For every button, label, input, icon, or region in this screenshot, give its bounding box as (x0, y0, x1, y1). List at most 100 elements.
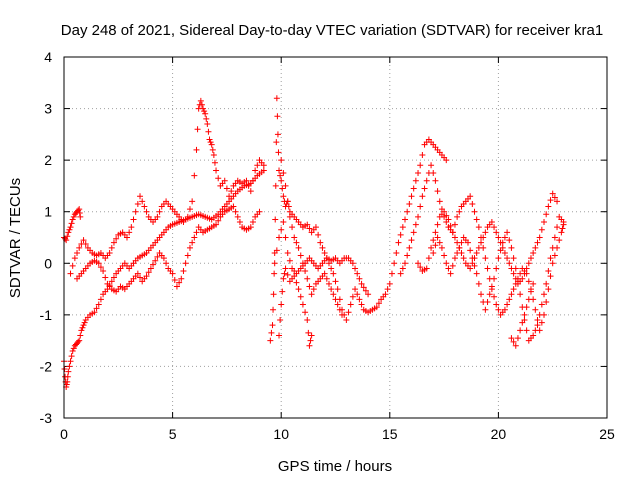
data-point-trace-e (388, 270, 395, 277)
data-point-trace-j (449, 229, 456, 236)
data-point-trace-c (76, 244, 83, 251)
data-point-trace-d (102, 274, 109, 281)
data-point-trace-d (176, 279, 183, 286)
axis-ticks (63, 56, 608, 419)
data-point-trace-d (173, 283, 180, 290)
data-point-trace-l (514, 335, 521, 342)
data-point-trace-b (80, 322, 87, 329)
data-point-trace-f (282, 234, 289, 241)
data-point-trace-f (273, 247, 280, 254)
data-point-trace-j (480, 244, 487, 251)
y-tick-label: 3 (44, 101, 52, 117)
data-point-trace-c (201, 108, 208, 115)
data-point-trace-c (252, 167, 259, 174)
x-tick-label: 10 (273, 426, 289, 442)
data-point-trace-j (491, 293, 498, 300)
data-point-trace-c (123, 234, 130, 241)
data-point-trace-l (521, 311, 528, 318)
data-point-trace-e (343, 317, 350, 324)
data-point-trace-k (432, 242, 439, 249)
data-point-trace-g (278, 157, 285, 164)
data-point-trace-j (478, 234, 485, 241)
data-point-trace-j (556, 237, 563, 244)
data-point-trace-k (532, 327, 539, 334)
data-point-trace-g (297, 252, 304, 259)
data-point-trace-e (375, 300, 382, 307)
data-point-trace-c (202, 110, 209, 117)
data-point-trace-i (406, 244, 413, 251)
data-point-trace-e (397, 231, 404, 238)
data-point-trace-b (97, 296, 104, 303)
data-point-trace-j (441, 208, 448, 215)
data-point-trace-i (501, 249, 508, 256)
data-point-trace-c (69, 262, 76, 269)
data-point-trace-h (280, 275, 287, 282)
data-point-trace-b (63, 381, 70, 388)
data-point-trace-c (154, 213, 161, 220)
data-point-trace-g (328, 286, 335, 293)
data-point-trace-k (541, 291, 548, 298)
data-point-trace-h (302, 309, 309, 316)
data-point-trace-d (186, 244, 193, 251)
data-point-trace-j (510, 286, 517, 293)
data-point-trace-e (373, 304, 380, 311)
data-point-trace-k (508, 244, 515, 251)
data-point-trace-j (415, 260, 422, 267)
data-point-trace-e (417, 162, 424, 169)
data-point-trace-j (493, 301, 500, 308)
data-point-trace-c (143, 208, 150, 215)
data-point-trace-g (289, 224, 296, 231)
data-point-trace-i (451, 234, 458, 241)
data-point-trace-k (538, 301, 545, 308)
data-point-trace-h (307, 337, 314, 344)
data-point-trace-c (193, 146, 200, 153)
data-point-trace-k (543, 280, 550, 287)
data-point-trace-c (113, 235, 120, 242)
data-point-trace-b (64, 373, 71, 380)
data-point-trace-k (495, 255, 502, 262)
data-point-trace-i (399, 265, 406, 272)
data-point-trace-i (415, 213, 422, 220)
data-point-trace-j (423, 265, 430, 272)
data-point-trace-e (352, 286, 359, 293)
data-point-trace-c (141, 203, 148, 210)
data-point-trace-h (279, 288, 286, 295)
data-point-trace-i (504, 255, 511, 262)
y-tick-label: 2 (44, 152, 52, 168)
data-point-trace-e (317, 239, 324, 246)
data-point-trace-c (137, 193, 144, 200)
data-point-trace-i (397, 270, 404, 277)
data-point-trace-k (458, 239, 465, 246)
data-point-trace-k (449, 262, 456, 269)
data-point-trace-c (211, 159, 218, 166)
data-point-trace-i (417, 203, 424, 210)
data-point-trace-a (67, 224, 74, 231)
data-point-trace-c (223, 185, 230, 192)
data-point-trace-k (497, 247, 504, 254)
data-point-trace-l (510, 338, 517, 345)
data-point-trace-b (110, 274, 117, 281)
data-point-trace-g (304, 275, 311, 282)
data-point-trace-i (525, 260, 532, 267)
data-point-trace-e (399, 224, 406, 231)
data-point-trace-c (210, 151, 217, 158)
data-point-trace-j (504, 301, 511, 308)
data-point-trace-k (486, 291, 493, 298)
data-point-trace-e (268, 329, 275, 336)
y-axis-label: SDTVAR / TECUs (7, 178, 24, 298)
grid-lines (64, 57, 607, 418)
x-tick-label: 20 (491, 426, 507, 442)
data-point-trace-c (245, 182, 252, 189)
data-point-trace-j (525, 278, 532, 285)
data-point-trace-b (69, 347, 76, 354)
data-point-trace-c (206, 136, 213, 143)
data-point-trace-c (80, 237, 87, 244)
data-point-trace-c (67, 270, 74, 277)
data-point-trace-e (312, 224, 319, 231)
data-point-trace-d (171, 277, 178, 284)
data-point-trace-e (269, 322, 276, 329)
data-point-trace-e (277, 172, 284, 179)
data-point-trace-e (354, 291, 361, 298)
data-point-trace-a (77, 213, 84, 220)
